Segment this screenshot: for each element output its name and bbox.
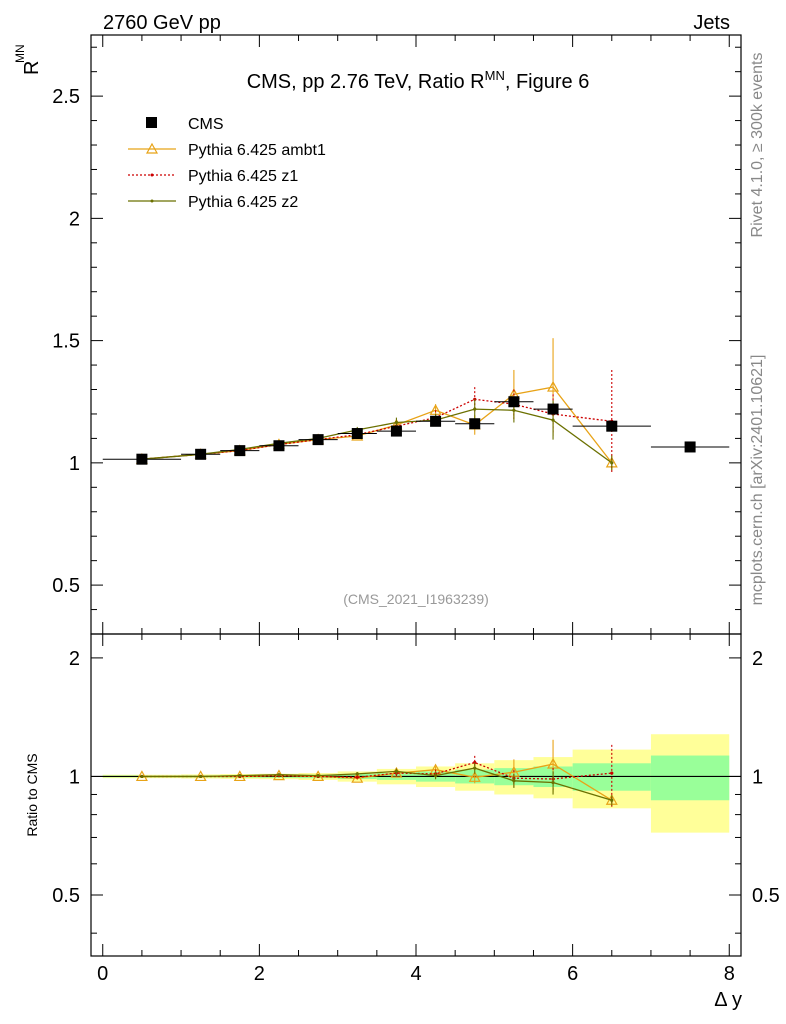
x-tick-label: 8 — [724, 963, 735, 985]
ratio-band-inner — [650, 755, 730, 801]
rivet-label: Rivet 4.1.0, ≥ 300k events — [749, 53, 766, 238]
ratio-ambt1-line — [141, 763, 613, 801]
cms-point — [390, 425, 402, 437]
legend: CMS Pythia 6.425 ambt1 Pythia 6.425 z1 P… — [128, 116, 326, 211]
cms-point — [195, 448, 207, 460]
main-z2-point — [610, 461, 614, 465]
x-tick-label: 2 — [254, 963, 265, 985]
ratio-uncertainty-bands — [91, 734, 741, 833]
title-sup: MN — [485, 68, 505, 83]
cms-point — [547, 403, 559, 415]
main-z2-point — [473, 407, 477, 411]
main-ambt1-line — [141, 386, 613, 464]
ratio-z1-point — [355, 775, 359, 779]
ratio-z2-point — [140, 774, 144, 779]
legend-z2-label: Pythia 6.425 z2 — [188, 194, 298, 211]
ratio-z2-point — [433, 773, 438, 778]
main-z2-point — [394, 420, 399, 425]
ratio-z2-point — [277, 773, 281, 777]
main-ylabel-sup: MN — [13, 44, 27, 63]
cms-point — [684, 441, 696, 453]
mcplots-label: mcplots.cern.ch [arXiv:2401.10621] — [749, 355, 766, 606]
main-z2-line — [141, 408, 613, 464]
main-ylabel: R MN — [13, 44, 43, 75]
legend-cms-marker — [146, 117, 157, 128]
ratio-z2-point — [394, 769, 399, 773]
ratio-z1-point — [610, 771, 614, 775]
ratio-z2-point — [610, 798, 614, 802]
ratio-plot-marks — [135, 739, 618, 807]
ratio-y-tick-label-left: 2 — [69, 648, 80, 670]
cms-point — [312, 434, 324, 446]
ratio-ambt1-point — [468, 771, 481, 782]
main-plot-marks — [102, 338, 730, 473]
main-z1-line — [141, 398, 612, 460]
cms-point — [508, 396, 520, 408]
main-ylabel-text: R — [21, 61, 43, 75]
legend-cms-label: CMS — [188, 116, 224, 133]
x-axis-label: Δ y — [714, 989, 742, 1011]
ratio-frame — [90, 633, 742, 957]
cms-point — [430, 415, 442, 427]
cms-point — [136, 453, 148, 465]
main-ambt1-point — [547, 380, 560, 392]
ratio-y-tick-label-left: 1 — [69, 766, 80, 788]
ratio-z2-point — [355, 772, 359, 776]
ratio-y-tick-label-right: 0.5 — [752, 885, 780, 907]
legend-ambt1-label: Pythia 6.425 ambt1 — [188, 142, 326, 159]
main-z2-point — [551, 418, 555, 422]
ratio-y-tick-label-left: 0.5 — [52, 885, 80, 907]
legend-ambt1-marker — [145, 142, 159, 154]
ratio-y-tick-label-right: 1 — [752, 766, 763, 788]
cms-point — [351, 428, 363, 440]
axes: 0 2 4 6 8 0.5 1 1.5 2 2.5 0.5 0.5 1 1 2 2 — [52, 35, 780, 985]
ratio-z1-point — [473, 760, 477, 765]
legend-z1-marker — [150, 173, 154, 177]
legend-z2-marker — [150, 199, 154, 203]
cms-point — [234, 445, 246, 457]
cms-point — [469, 418, 481, 430]
main-y-tick-label: 2 — [69, 208, 80, 230]
x-tick-label: 0 — [97, 963, 108, 985]
main-y-tick-label: 1.5 — [52, 331, 80, 353]
analysis-id: (CMS_2021_I1963239) — [343, 591, 489, 607]
ratio-z2-point — [473, 766, 477, 770]
ratio-z2-point — [316, 773, 320, 778]
chart-title: CMS, pp 2.76 TeV, Ratio RMN, Figure 6 — [247, 68, 590, 93]
ratio-z2-point — [551, 780, 555, 785]
title-main: CMS, pp 2.76 TeV, Ratio R — [247, 71, 485, 93]
cms-point — [606, 420, 618, 432]
legend-z1-label: Pythia 6.425 z1 — [188, 168, 298, 185]
ratio-z2-point — [512, 779, 516, 783]
header-left: 2760 GeV pp — [103, 12, 221, 34]
ratio-z2-point — [199, 774, 203, 779]
main-y-tick-label: 2.5 — [52, 86, 80, 108]
ratio-z2-line — [141, 767, 612, 801]
x-tick-label: 4 — [410, 963, 421, 985]
ratio-z2-point — [238, 773, 242, 778]
ratio-ylabel: Ratio to CMS — [24, 753, 40, 836]
x-tick-label: 6 — [567, 963, 578, 985]
main-z2-point — [512, 408, 516, 412]
ratio-y-tick-label-right: 2 — [752, 648, 763, 670]
title-suffix: , Figure 6 — [505, 71, 589, 93]
main-y-tick-label: 1 — [69, 453, 80, 475]
header-right: Jets — [693, 12, 730, 34]
cms-point — [273, 440, 285, 452]
main-y-tick-label: 0.5 — [52, 575, 80, 597]
